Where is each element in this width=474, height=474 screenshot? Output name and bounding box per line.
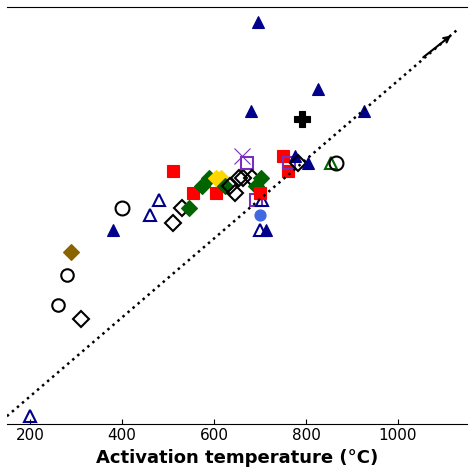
X-axis label: Activation temperature (°C): Activation temperature (°C) (96, 449, 378, 467)
